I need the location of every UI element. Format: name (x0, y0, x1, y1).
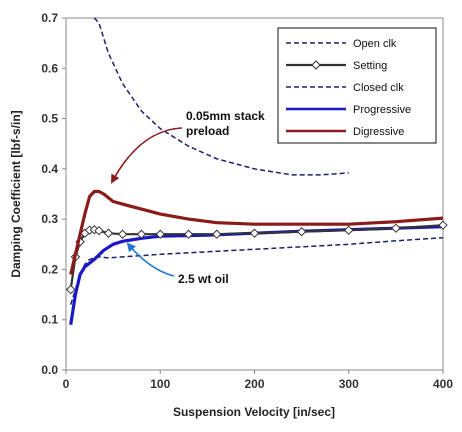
series-point-setting (212, 229, 222, 239)
series-line-open-clk (93, 17, 349, 176)
legend-item-digressive: Digressive (286, 126, 404, 138)
x-tick-label: 200 (244, 377, 264, 391)
x-axis: 0 100 200 300 400 (63, 370, 453, 391)
y-tick-label: 0.5 (41, 112, 58, 126)
series-point-setting (391, 223, 401, 233)
legend: Open clk Setting Closed clk Progressive Digr… (277, 27, 437, 144)
y-tick-label: 0.7 (41, 11, 58, 25)
annotation-stack-preload-line1: 0.05mm stack (186, 109, 265, 123)
legend-label: Open clk (353, 38, 397, 50)
series-digressive (69, 189, 444, 275)
annotation-stack-preload-line2: preload (186, 124, 229, 138)
x-tick-label: 400 (433, 377, 453, 391)
y-tick-label: 0.3 (41, 212, 58, 226)
series-open-clk (93, 17, 349, 176)
series-point-setting (117, 229, 128, 239)
series-point-setting (103, 228, 114, 238)
annotation-oil: 2.5 wt oil (126, 242, 229, 286)
series-point-setting (344, 225, 354, 235)
series-point-setting (94, 226, 104, 236)
annotation-stack-preload: 0.05mm stack preload (111, 109, 265, 184)
annotation-oil-arrow (126, 242, 175, 277)
legend-marker (311, 60, 321, 70)
series-point-setting (183, 229, 194, 239)
y-axis-title: Damping Coefficient [lbf-s/in] (9, 110, 23, 277)
series-point-setting (155, 229, 165, 239)
legend-label: Setting (353, 60, 387, 72)
legend-item-setting: Setting (286, 60, 387, 72)
x-tick-label: 0 (63, 377, 70, 391)
y-tick-label: 0.0 (41, 363, 58, 377)
legend-item-open-clk: Open clk (286, 38, 397, 50)
x-tick-label: 300 (339, 377, 359, 391)
legend-item-closed-clk: Closed clk (286, 82, 404, 94)
y-tick-label: 0.1 (41, 313, 58, 327)
annotation-stack-preload-arrow (111, 127, 183, 184)
series-point-setting (66, 284, 76, 295)
legend-box (277, 27, 437, 144)
y-tick-label: 0.6 (41, 61, 58, 75)
legend-label: Progressive (353, 104, 411, 116)
series-point-setting (249, 228, 260, 238)
y-axis: 0.0 0.1 0.2 0.3 0.4 0.5 0.6 0.7 (41, 11, 66, 377)
series-layer (66, 17, 448, 325)
x-tick-label: 100 (150, 377, 170, 391)
series-point-setting (438, 220, 448, 230)
y-tick-label: 0.4 (41, 162, 58, 176)
series-point-setting (296, 227, 307, 237)
legend-label: Digressive (353, 126, 404, 138)
legend-item-progressive: Progressive (286, 104, 411, 116)
y-tick-label: 0.2 (41, 262, 58, 276)
annotation-oil-label: 2.5 wt oil (178, 272, 229, 286)
series-line-digressive (69, 189, 444, 275)
series-point-setting (136, 229, 147, 239)
legend-label: Closed clk (353, 82, 404, 94)
x-axis-title: Suspension Velocity [in/sec] (173, 405, 335, 419)
